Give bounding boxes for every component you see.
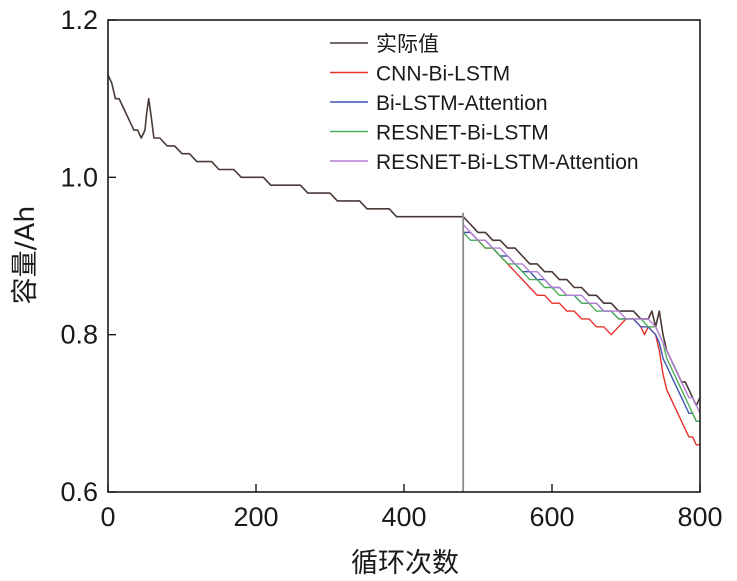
y-tick-label: 1.0 xyxy=(60,162,98,192)
series-line-actual xyxy=(107,74,701,407)
axes-layer: 0 200 400 600 800 0.6 0.8 1.0 1.2 xyxy=(60,5,722,532)
legend: 实际值 CNN-Bi-LSTM Bi-LSTM-Attention RESNET-Bi… xyxy=(330,32,639,174)
x-tick-label: 200 xyxy=(233,502,278,532)
x-tick-label: 400 xyxy=(381,502,426,532)
y-tick-label: 1.2 xyxy=(60,5,98,35)
legend-label-cnn-bi-lstm: CNN-Bi-LSTM xyxy=(376,63,510,86)
series-line-cnn-bi-lstm xyxy=(463,231,700,446)
legend-label-bi-lstm-attention: Bi-LSTM-Attention xyxy=(376,92,548,115)
x-tick-label: 600 xyxy=(529,502,574,532)
series-layer xyxy=(107,74,701,446)
legend-label-resnet-bi-lstm: RESNET-Bi-LSTM xyxy=(376,122,549,145)
x-axis-label: 循环次数 xyxy=(351,548,459,579)
legend-label-resnet-bi-lstm-attention: RESNET-Bi-LSTM-Attention xyxy=(376,151,639,174)
x-tick-label: 800 xyxy=(677,502,722,532)
y-axis-label: 容量/Ah xyxy=(10,206,41,305)
x-tick-label: 0 xyxy=(100,502,115,532)
y-tick-label: 0.8 xyxy=(60,320,98,350)
plot-background xyxy=(108,20,700,492)
y-tick-label: 0.6 xyxy=(60,477,98,507)
series-line-resnet-bi-lstm-attention xyxy=(462,224,701,414)
legend-label-actual: 实际值 xyxy=(376,32,439,56)
plot-area xyxy=(108,20,700,492)
